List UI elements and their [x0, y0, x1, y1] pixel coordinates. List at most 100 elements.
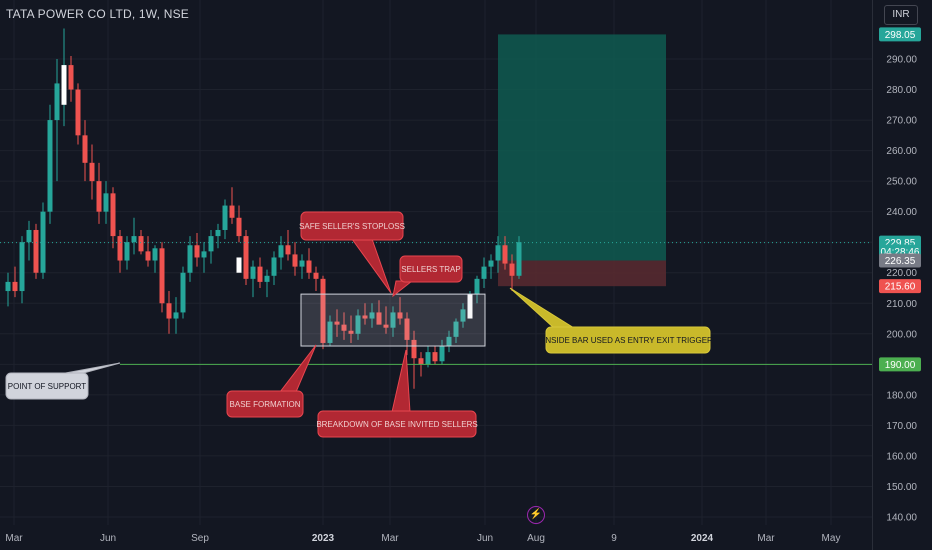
candle-body [327, 321, 333, 343]
candle-body-highlight [236, 257, 242, 273]
callout-sellers-trap: SELLERS TRAP [392, 255, 463, 298]
candle-body [432, 352, 438, 362]
time-tick-label: Jun [477, 533, 493, 544]
callout-base-formation-box [226, 390, 304, 418]
candle-body [215, 229, 221, 237]
candle-body [306, 260, 312, 273]
time-tick-label: Mar [381, 533, 399, 544]
lightning-icon[interactable]: ⚡ [527, 506, 545, 524]
candle-body [341, 324, 347, 331]
callout-inside-bar-text: INSIDE BAR USED AS ENTRY EXIT TRIGGER [543, 336, 713, 345]
callout-inside-bar-pointer [509, 287, 576, 329]
position-zones [498, 34, 666, 287]
candle-body [19, 242, 25, 292]
candle-body [187, 245, 193, 273]
candle-body [460, 309, 466, 322]
chart-overlays [0, 242, 872, 365]
price-badge-label: 229.85 [885, 238, 916, 249]
price-badge-label: 226.35 [885, 256, 916, 267]
candle-body [75, 89, 81, 136]
callout-safe-stoploss: SAFE SELLER'S STOPLOSS [299, 211, 405, 294]
callout-safe-stoploss-text: SAFE SELLER'S STOPLOSS [299, 222, 405, 231]
candle-body [250, 266, 256, 279]
candle-body [334, 321, 340, 325]
candle-body [180, 272, 186, 313]
candle-body [110, 193, 116, 237]
candle-body [292, 254, 298, 267]
candle-body [285, 245, 291, 255]
currency-button[interactable]: INR [884, 5, 918, 25]
candle-body [5, 281, 11, 292]
price-badge-label: 298.05 [885, 30, 916, 41]
callout-sellers-trap-box [399, 255, 463, 283]
price-tick-label: 140.00 [886, 513, 917, 524]
candle-body [418, 358, 424, 365]
price-scale-divider [872, 0, 873, 550]
candle-body [208, 236, 214, 252]
time-tick-label: 9 [611, 533, 617, 544]
candle-body-highlight [61, 65, 67, 105]
callout-breakdown-pointer [391, 349, 411, 413]
candle-body [376, 312, 382, 325]
callout-safe-stoploss-pointer [351, 238, 392, 294]
candle-body [383, 324, 389, 328]
price-badge [879, 357, 921, 372]
time-tick-label: 2024 [691, 533, 714, 544]
time-axis: Mar Jun Sep 2023 Mar Jun Aug 9 2024 Mar May [5, 533, 840, 544]
callout-support-box [5, 372, 89, 400]
price-badge [879, 253, 921, 268]
callout-inside-bar-box [545, 326, 711, 354]
price-tick-label: 210.00 [886, 299, 917, 310]
price-tick-label: 220.00 [886, 268, 917, 279]
candle-body [369, 312, 375, 319]
callout-support: POINT OF SUPPORT [5, 362, 121, 400]
candle-body [362, 315, 368, 319]
candle-body [516, 242, 522, 276]
price-tick-label: 250.00 [886, 177, 917, 188]
candle-body [355, 315, 361, 334]
time-tick-label: Jun [100, 533, 116, 544]
candle-body [299, 260, 305, 267]
time-tick-label: Mar [5, 533, 23, 544]
candle-body [446, 336, 452, 347]
base-box [300, 293, 486, 347]
candle-body [82, 135, 88, 163]
time-tick-label: Aug [527, 533, 545, 544]
price-tick-label: 180.00 [886, 390, 917, 401]
candle-body [26, 229, 32, 243]
price-axis: 290.00280.00270.00260.00250.00240.00230.… [879, 27, 921, 524]
callout-sellers-trap-text: SELLERS TRAP [401, 265, 460, 274]
candle-body [453, 321, 459, 337]
candle-body [68, 65, 74, 90]
candle-body [222, 205, 228, 230]
callout-base-formation-pointer [278, 344, 317, 393]
candle-body [509, 263, 515, 276]
candle-body [103, 193, 109, 212]
time-tick-label: Mar [757, 533, 775, 544]
candlesticks [5, 28, 522, 389]
candle-body [89, 162, 95, 182]
candle-body [348, 330, 354, 334]
price-tick-label: 160.00 [886, 451, 917, 462]
candle-body [313, 272, 319, 279]
candle-body [152, 248, 158, 261]
price-badge-label: 04:28:46 [881, 247, 920, 258]
candle-body [502, 245, 508, 264]
price-badge [879, 27, 921, 42]
candle-body [54, 83, 60, 121]
candle-body [138, 236, 144, 252]
candle-body [481, 266, 487, 279]
candle-body [229, 205, 235, 218]
price-tick-label: 200.00 [886, 329, 917, 340]
candle-body [404, 318, 410, 340]
price-tick-label: 150.00 [886, 482, 917, 493]
callout-safe-stoploss-box [300, 211, 404, 241]
candle-body [159, 248, 165, 304]
candle-body [264, 275, 270, 282]
candle-body [439, 346, 445, 362]
candle-body [145, 251, 151, 261]
candle-body [12, 281, 18, 292]
price-tick-label: 290.00 [886, 55, 917, 66]
price-badge-label: 215.60 [885, 282, 916, 293]
